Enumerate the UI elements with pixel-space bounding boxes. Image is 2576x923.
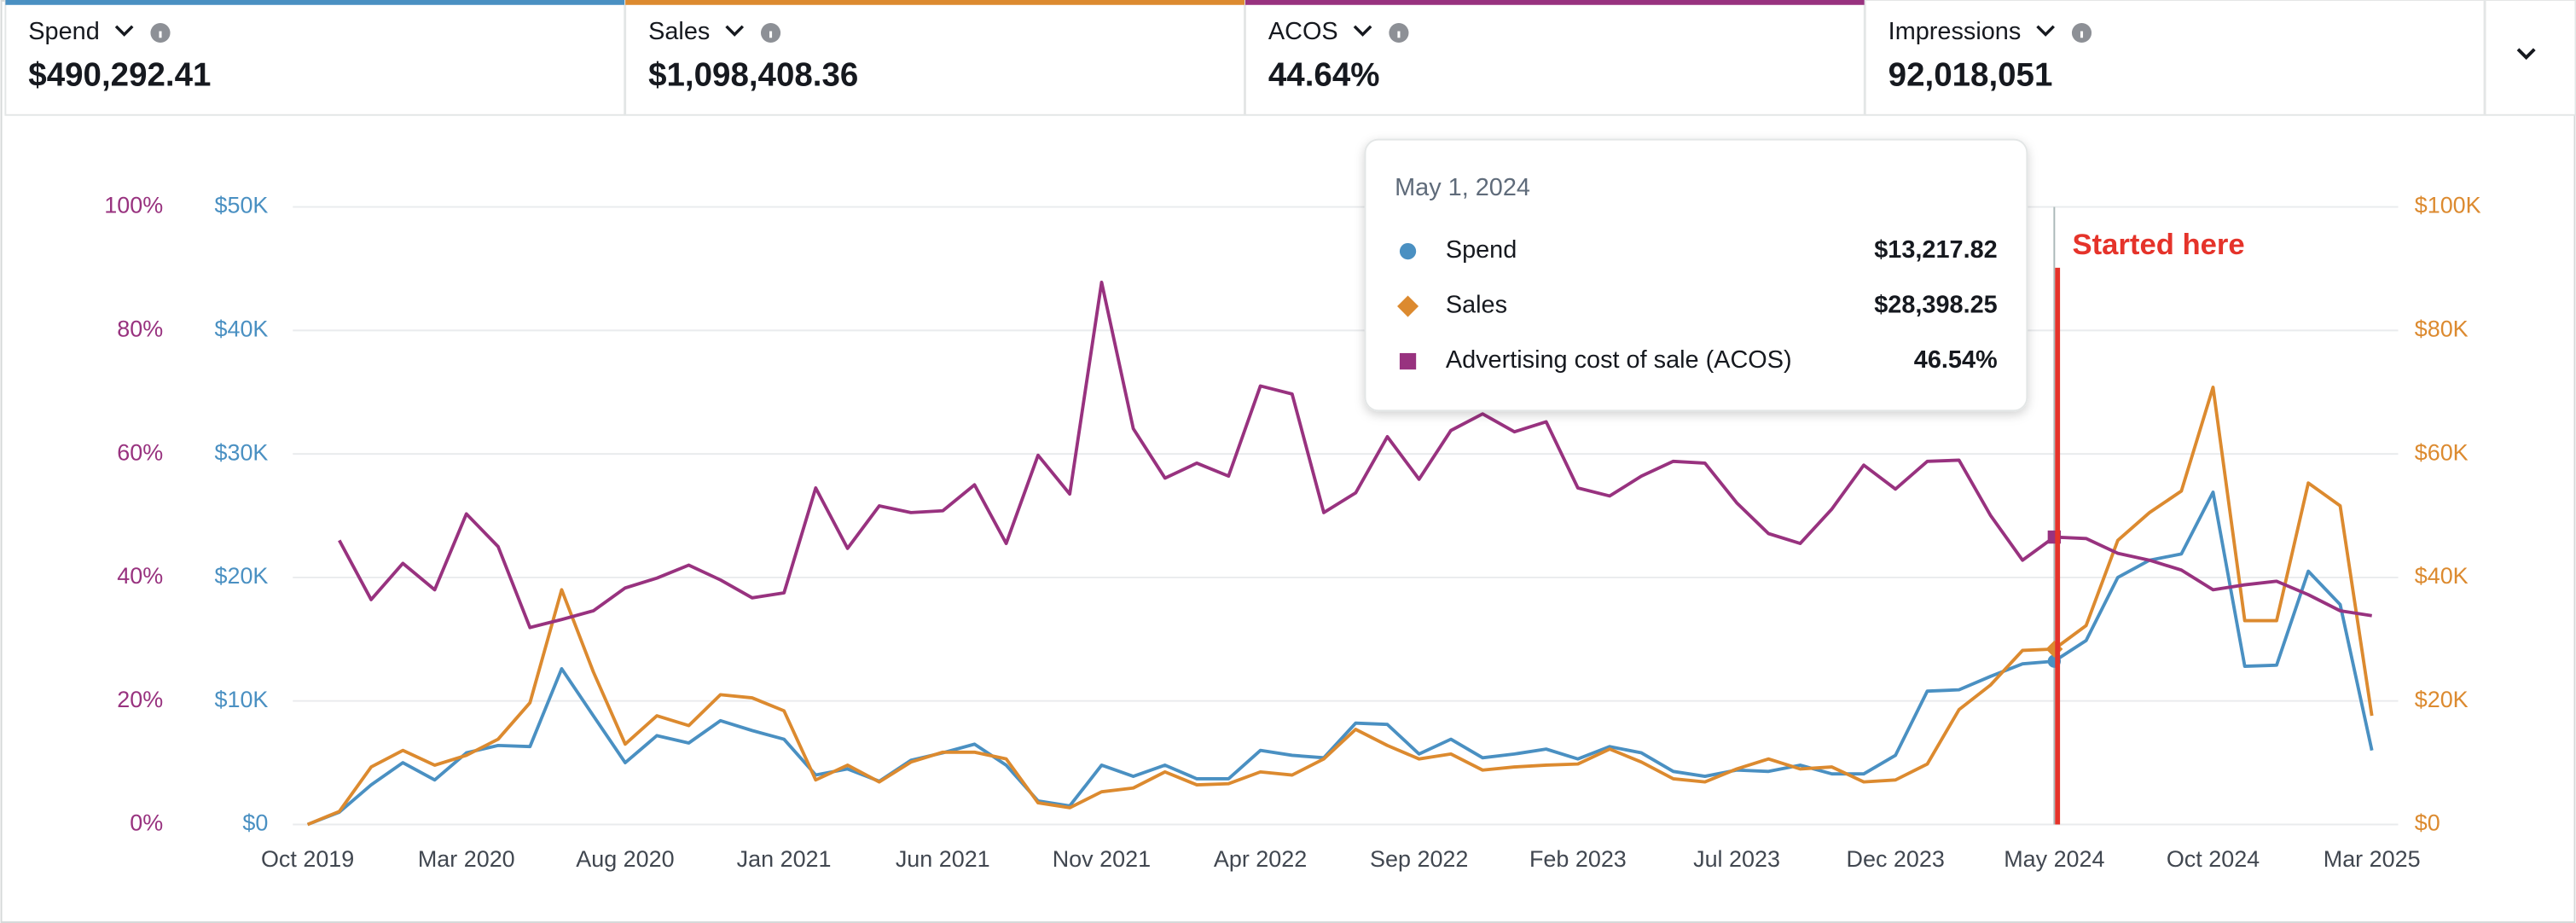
y-tick-label: $0	[242, 810, 268, 836]
x-tick-label: May 2024	[2004, 846, 2104, 872]
y3-tick-label: 40%	[117, 563, 163, 589]
tooltip-name: Spend	[1446, 236, 1517, 264]
x-tick-label: Feb 2023	[1529, 846, 1627, 872]
y2-tick-label: $100K	[2415, 193, 2481, 218]
y2-tick-label: $60K	[2415, 439, 2469, 465]
y-tick-label: $10K	[214, 687, 268, 712]
x-tick-label: Apr 2022	[1214, 846, 1307, 872]
metric-dropdown[interactable]	[1353, 25, 1372, 37]
x-tick-label: Jul 2023	[1693, 846, 1780, 872]
x-tick-label: Jun 2021	[896, 846, 990, 872]
expand-box[interactable]	[2484, 0, 2576, 116]
tooltip-value: $28,398.25	[1874, 292, 1997, 319]
metric-card[interactable]	[1244, 0, 1865, 116]
tooltip-value: $13,217.82	[1874, 236, 1997, 264]
metric-label: Sales	[648, 18, 710, 45]
tooltip-name: Sales	[1446, 292, 1507, 319]
info-icon-i	[1397, 31, 1401, 38]
metric-dropdown[interactable]	[2036, 25, 2055, 37]
x-tick-label: Mar 2020	[418, 846, 515, 872]
annotation-text: Started here	[2073, 229, 2245, 261]
metric-dropdown[interactable]	[725, 25, 745, 37]
metric-value: 44.64%	[1268, 57, 1380, 94]
series-line	[306, 491, 2374, 827]
x-tick-label: Mar 2025	[2324, 846, 2421, 872]
point-marker	[1399, 242, 1417, 260]
y3-tick-label: 20%	[117, 687, 163, 712]
expand-chevron[interactable]	[2516, 48, 2536, 61]
y-tick-label: $30K	[214, 439, 268, 465]
metric-value: 92,018,051	[1888, 57, 2053, 94]
info-icon-i	[2080, 31, 2084, 38]
x-tick-label: Oct 2019	[261, 846, 354, 872]
y3-tick-label: 0%	[130, 810, 163, 836]
metric-label: Impressions	[1888, 18, 2022, 45]
metric-card[interactable]	[1864, 0, 2486, 116]
point-marker	[1399, 352, 1417, 370]
metric-label: ACOS	[1268, 18, 1338, 45]
x-tick-label: Sep 2022	[1370, 846, 1468, 872]
y2-tick-label: $20K	[2415, 687, 2469, 712]
tooltip-name: Advertising cost of sale (ACOS)	[1446, 346, 1792, 374]
tooltip-value: 46.54%	[1914, 346, 1998, 374]
y3-tick-label: 60%	[117, 439, 163, 465]
y2-tick-label: $80K	[2415, 316, 2469, 341]
tooltip-box	[1364, 138, 2028, 412]
metric-value: $1,098,408.36	[648, 57, 858, 94]
y2-tick-label: $0	[2415, 810, 2440, 836]
series-line	[306, 386, 2374, 827]
y2-tick-label: $40K	[2415, 563, 2469, 589]
metric-color-bar	[1244, 0, 1865, 5]
metric-value: $490,292.41	[28, 57, 211, 94]
info-icon-i	[159, 31, 162, 38]
info-icon-i	[769, 31, 773, 38]
y3-tick-label: 80%	[117, 316, 163, 341]
y3-tick-label: 100%	[104, 193, 163, 218]
metric-label: Spend	[28, 18, 99, 45]
y-tick-label: $40K	[214, 316, 268, 341]
x-tick-label: Oct 2024	[2167, 846, 2260, 872]
x-tick-label: Aug 2020	[576, 846, 674, 872]
x-tick-label: Nov 2021	[1053, 846, 1151, 872]
series-line	[338, 281, 2372, 630]
x-tick-label: Dec 2023	[1847, 846, 1945, 872]
y-tick-label: $50K	[214, 193, 268, 218]
metric-color-bar	[625, 0, 1244, 5]
y-tick-label: $20K	[214, 563, 268, 589]
x-tick-label: Jan 2021	[737, 846, 832, 872]
tooltip-title: May 1, 2024	[1395, 174, 1530, 201]
metric-dropdown[interactable]	[114, 25, 134, 37]
metric-color-bar	[5, 0, 625, 5]
